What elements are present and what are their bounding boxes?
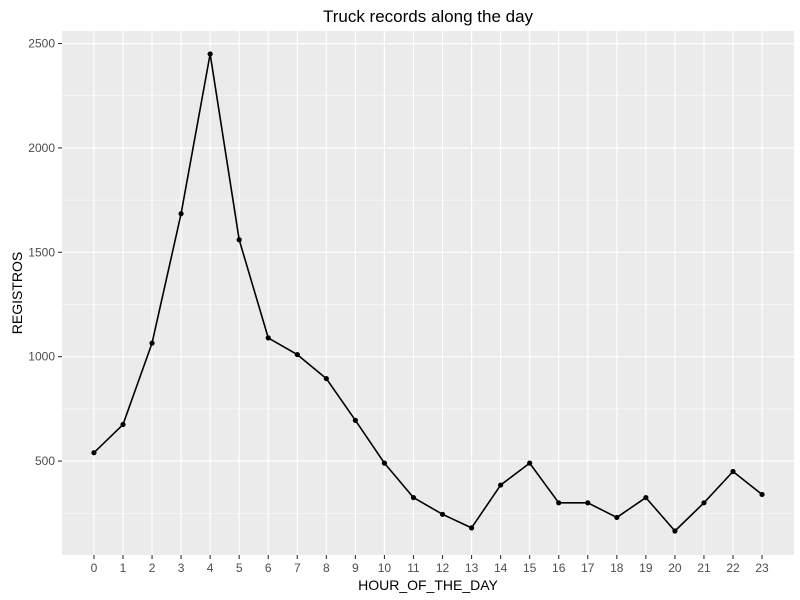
x-tick-label: 20 <box>668 561 682 575</box>
y-tick-label: 500 <box>35 454 55 468</box>
data-point <box>323 375 329 382</box>
series-line-segment <box>93 423 124 454</box>
x-tick-label: 6 <box>265 561 272 575</box>
series-line-segment <box>412 496 444 516</box>
data-point <box>498 482 504 488</box>
data-point <box>701 500 707 506</box>
series-line-segment <box>383 462 415 499</box>
x-tick-label: 16 <box>552 561 566 575</box>
series-points <box>91 51 765 534</box>
data-point <box>149 340 155 346</box>
x-tick-label: 2 <box>149 561 156 575</box>
data-point <box>759 491 765 498</box>
series-line-segment <box>354 419 386 464</box>
y-tick-label: 1500 <box>28 245 55 259</box>
panel-background <box>62 31 794 555</box>
x-tick-label: 17 <box>581 561 595 575</box>
series-line-segment <box>296 353 328 380</box>
x-tick-label: 14 <box>494 561 508 575</box>
series-line-segment <box>151 212 182 344</box>
series-line-segment <box>209 53 240 241</box>
data-point <box>556 500 562 506</box>
major-grid <box>62 31 794 555</box>
x-tick-label: 8 <box>323 561 330 575</box>
series-line-segment <box>499 462 531 486</box>
x-tick-label: 0 <box>91 561 98 575</box>
data-point <box>352 417 358 423</box>
x-tick-label: 15 <box>523 561 537 575</box>
series-line-segment <box>674 502 705 532</box>
x-tick-label: 5 <box>236 561 243 575</box>
y-axis: 500 1000 1500 2000 2500 <box>28 37 62 468</box>
data-point <box>207 51 213 57</box>
x-tick-label: 7 <box>294 561 301 575</box>
x-axis-title: HOUR_OF_THE_DAY <box>358 577 498 593</box>
x-tick-label: 13 <box>465 561 479 575</box>
data-point <box>294 351 300 358</box>
series-line-segment <box>645 496 676 532</box>
series-line-segment <box>325 377 357 422</box>
series-line-segment <box>180 53 211 215</box>
series-line-segment <box>732 470 763 496</box>
x-tick-label: 21 <box>697 561 711 575</box>
data-point <box>672 528 678 534</box>
data-point <box>178 211 184 217</box>
y-tick-label: 2000 <box>28 141 55 155</box>
data-point <box>381 460 388 466</box>
data-point <box>236 237 242 243</box>
x-tick-label: 1 <box>120 561 127 575</box>
x-tick-label: 11 <box>407 561 420 575</box>
series-line-segment <box>122 342 153 426</box>
data-point <box>730 468 736 475</box>
series-line-segment <box>267 337 299 356</box>
x-tick-label: 19 <box>639 561 653 575</box>
data-point <box>410 494 417 501</box>
data-point <box>643 494 649 501</box>
x-tick-label: 12 <box>436 561 450 575</box>
series-line-segment <box>703 470 734 504</box>
chart-title: Truck records along the day <box>323 7 534 26</box>
series-lines <box>93 53 763 532</box>
data-point <box>614 514 620 521</box>
series-line-segment <box>586 502 618 519</box>
data-point <box>439 511 446 517</box>
x-tick-label: 4 <box>207 561 214 575</box>
x-axis: 0 1 2 3 4 5 6 7 8 9 10 11 12 13 14 15 16 17 18 19 20 21 22 23 <box>91 555 769 575</box>
series-line-segment <box>616 496 647 519</box>
data-point <box>265 335 271 341</box>
data-point <box>468 525 475 531</box>
x-tick-label: 18 <box>610 561 624 575</box>
x-tick-label: 9 <box>352 561 359 575</box>
series-line-segment <box>470 484 502 529</box>
data-point <box>120 421 126 428</box>
data-point <box>527 460 533 466</box>
x-tick-label: 22 <box>726 561 740 575</box>
y-tick-label: 2500 <box>28 37 55 51</box>
y-axis-title: REGISTROS <box>9 252 25 334</box>
data-point <box>91 450 97 456</box>
series-line-segment <box>528 462 560 504</box>
series-line-segment <box>441 513 473 529</box>
x-tick-label: 23 <box>755 561 769 575</box>
x-tick-label: 10 <box>378 561 392 575</box>
data-point <box>585 500 591 506</box>
x-tick-label: 3 <box>178 561 185 575</box>
y-tick-label: 1000 <box>28 350 55 364</box>
series-line-segment <box>238 238 270 339</box>
